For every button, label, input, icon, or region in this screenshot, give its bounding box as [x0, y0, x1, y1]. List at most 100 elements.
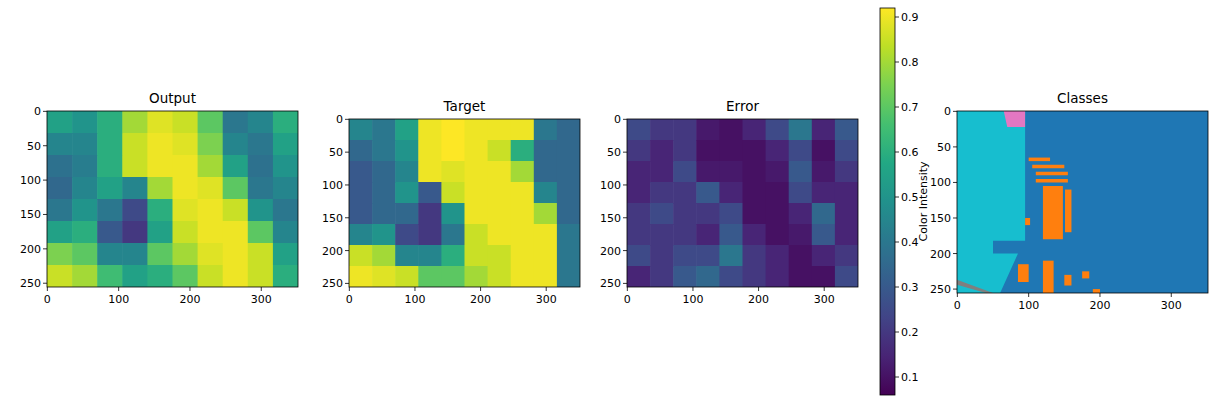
y-tick [953, 111, 957, 112]
cell [743, 161, 767, 183]
class-region [957, 111, 1208, 293]
cell [395, 245, 419, 267]
cell [418, 182, 442, 204]
cell [812, 224, 836, 246]
y-tick-label: 250 [322, 277, 343, 290]
cell [719, 245, 743, 267]
cell [557, 245, 580, 267]
frame [349, 119, 580, 287]
cell [395, 266, 419, 287]
cell [719, 203, 743, 225]
cell [248, 133, 274, 156]
panel: 0100200300050100150200250Target [322, 98, 581, 306]
cell [488, 224, 512, 246]
cell [173, 133, 199, 156]
cell [696, 245, 720, 267]
y-tick [623, 250, 627, 251]
cell [372, 140, 396, 162]
x-tick-label: 300 [251, 293, 272, 306]
y-tick-label: 100 [930, 176, 951, 189]
cell [743, 119, 767, 141]
class-region [1029, 158, 1050, 162]
cell [349, 203, 373, 225]
cell [223, 155, 249, 178]
cell [72, 199, 98, 222]
cell [349, 182, 373, 204]
cell [766, 224, 790, 246]
cell [650, 203, 674, 225]
colorbar-gradient [880, 8, 895, 395]
x-tick-label: 100 [1018, 299, 1039, 312]
y-tick-label: 250 [930, 283, 951, 296]
cell [465, 245, 489, 267]
cell [97, 155, 123, 178]
cell [534, 161, 558, 183]
cell [122, 111, 148, 134]
cell [147, 199, 173, 222]
panel: 0100200300050100150200250Output [20, 90, 299, 306]
y-tick-label: 50 [607, 146, 621, 159]
class-region [1032, 165, 1064, 169]
y-tick-label: 50 [937, 141, 951, 154]
cell [173, 221, 199, 244]
y-tick [345, 119, 349, 120]
cell [534, 266, 558, 287]
cell [534, 203, 558, 225]
cell [673, 203, 697, 225]
cell [696, 119, 720, 141]
cell [198, 265, 224, 287]
cell [650, 224, 674, 246]
frame [627, 119, 858, 287]
cell [789, 119, 813, 141]
cell [766, 266, 790, 287]
cell [673, 245, 697, 267]
cell [557, 140, 580, 162]
cell [673, 224, 697, 246]
cell [650, 266, 674, 287]
cell [47, 199, 73, 222]
image [349, 119, 580, 287]
y-tick-label: 200 [322, 245, 343, 258]
colorbar-tick [895, 242, 899, 243]
cell [47, 243, 73, 266]
colorbar-tick [895, 152, 899, 153]
y-tick [43, 180, 47, 181]
colorbar-tick-label: 0.3 [901, 281, 919, 294]
cell [488, 203, 512, 225]
colorbar-tick-label: 0.4 [901, 236, 919, 249]
cell [441, 140, 465, 162]
class-region [1043, 186, 1063, 239]
cell [835, 161, 858, 183]
cell [72, 155, 98, 178]
cell [743, 140, 767, 162]
cell [627, 266, 651, 287]
x-tick [758, 287, 759, 291]
class-region [957, 280, 993, 293]
x-tick [1028, 293, 1029, 297]
cell [395, 203, 419, 225]
cell [47, 133, 73, 156]
cell [511, 161, 535, 183]
cell [97, 199, 123, 222]
cell [441, 119, 465, 141]
cell [488, 266, 512, 287]
cell [372, 161, 396, 183]
x-tick-label: 0 [346, 293, 353, 306]
image [627, 119, 858, 287]
cell [223, 265, 249, 287]
cell [173, 177, 199, 200]
x-tick [627, 287, 628, 291]
cell [97, 133, 123, 156]
cell [97, 111, 123, 134]
cell [395, 182, 419, 204]
cell [122, 243, 148, 266]
x-tick-label: 100 [404, 293, 425, 306]
y-tick [623, 119, 627, 120]
colorbar-frame [880, 8, 895, 395]
cell [72, 177, 98, 200]
cell [349, 224, 373, 246]
colorbar-tick-label: 0.1 [901, 371, 919, 384]
cell [465, 140, 489, 162]
cell [534, 224, 558, 246]
cell [465, 161, 489, 183]
